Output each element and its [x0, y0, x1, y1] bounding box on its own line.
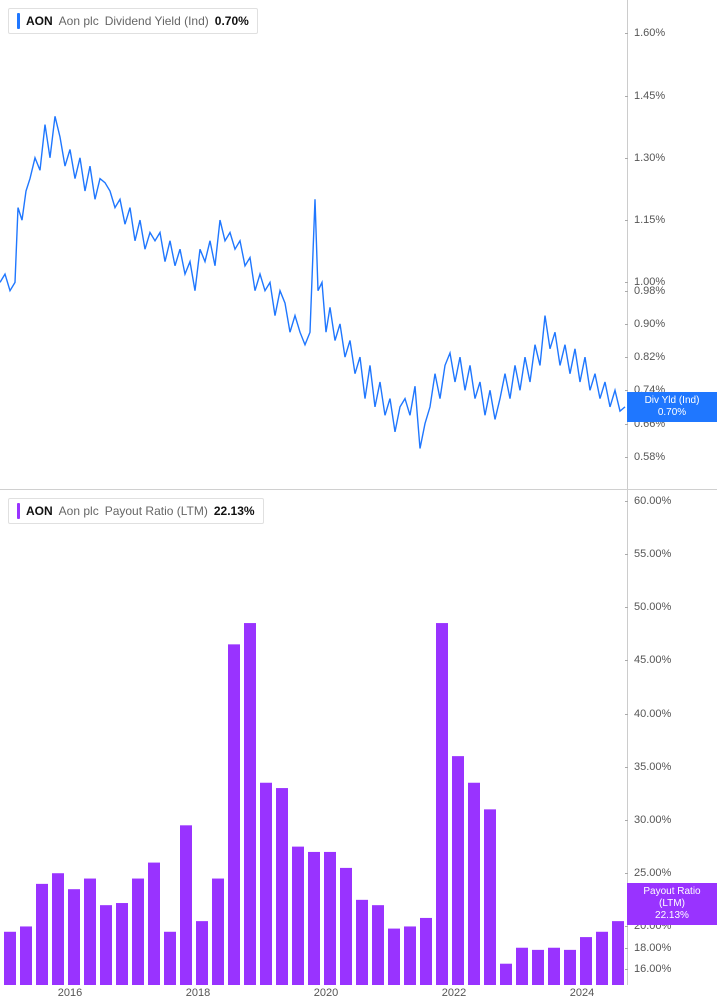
current-value-tag: Div Yld (Ind)0.70% — [627, 392, 717, 422]
legend-ticker: AON — [26, 504, 53, 518]
y-tick-label: 60.00% — [634, 495, 671, 507]
value-tag-value: 0.70% — [631, 407, 713, 419]
chart2-x-axis: 2016 2018 2020 2022 2024 — [0, 985, 627, 1005]
payout-bar — [196, 921, 208, 985]
y-tick-label: 50.00% — [634, 601, 671, 613]
payout-bar — [500, 964, 512, 985]
y-tick-label: 1.30% — [634, 152, 665, 164]
payout-bar — [228, 644, 240, 985]
chart1-y-axis: 0.58%0.66%0.74%0.82%0.90%0.98%1.00%1.15%… — [627, 0, 717, 489]
payout-bar — [260, 783, 272, 985]
payout-bar — [612, 921, 624, 985]
payout-bar — [564, 950, 576, 985]
y-tick-label: 40.00% — [634, 708, 671, 720]
payout-bar — [84, 879, 96, 985]
payout-bar — [116, 903, 128, 985]
value-tag-label: Div Yld (Ind) — [631, 395, 713, 407]
payout-bar — [308, 852, 320, 985]
payout-bar — [404, 926, 416, 985]
legend-company: Aon plc — [59, 504, 99, 518]
payout-bar — [548, 948, 560, 985]
y-tick-label: 0.58% — [634, 451, 665, 463]
payout-bar — [68, 889, 80, 985]
x-tick-label: 2016 — [58, 987, 82, 999]
payout-bar — [36, 884, 48, 985]
legend-value: 22.13% — [214, 504, 255, 518]
value-tag-value: 22.13% — [631, 910, 713, 922]
y-tick-label: 1.60% — [634, 27, 665, 39]
payout-bar — [52, 873, 64, 985]
current-value-tag: Payout Ratio (LTM)22.13% — [627, 883, 717, 925]
x-tick-label: 2020 — [314, 987, 338, 999]
y-tick-label: 16.00% — [634, 963, 671, 975]
y-tick-label: 18.00% — [634, 942, 671, 954]
payout-bar — [276, 788, 288, 985]
y-tick-label: 55.00% — [634, 548, 671, 560]
x-tick-label: 2022 — [442, 987, 466, 999]
payout-bar — [180, 825, 192, 985]
payout-bar — [324, 852, 336, 985]
payout-bar — [388, 929, 400, 985]
legend-metric: Dividend Yield (Ind) — [105, 14, 209, 28]
y-tick-label: 1.00% — [634, 276, 665, 288]
payout-bar — [132, 879, 144, 985]
value-tag-label: Payout Ratio (LTM) — [631, 886, 713, 910]
payout-bar — [516, 948, 528, 985]
payout-bar — [340, 868, 352, 985]
payout-bar — [100, 905, 112, 985]
payout-bar — [468, 783, 480, 985]
payout-bar — [212, 879, 224, 985]
chart2-legend: AON Aon plc Payout Ratio (LTM) 22.13% — [8, 498, 264, 524]
payout-ratio-chart: AON Aon plc Payout Ratio (LTM) 22.13% 16… — [0, 490, 717, 1005]
payout-bar — [436, 623, 448, 985]
legend-metric: Payout Ratio (LTM) — [105, 504, 208, 518]
x-tick-label: 2018 — [186, 987, 210, 999]
payout-bar — [452, 756, 464, 985]
chart1-plot[interactable] — [0, 0, 627, 489]
chart2-plot[interactable] — [0, 490, 627, 985]
payout-bar — [372, 905, 384, 985]
y-tick-label: 35.00% — [634, 761, 671, 773]
y-tick-label: 0.82% — [634, 351, 665, 363]
y-tick-label: 0.90% — [634, 318, 665, 330]
dividend-yield-line — [0, 116, 625, 448]
x-tick-label: 2024 — [570, 987, 594, 999]
payout-bar — [532, 950, 544, 985]
payout-bar — [4, 932, 16, 985]
y-tick-label: 45.00% — [634, 654, 671, 666]
payout-bar — [20, 926, 32, 985]
y-tick-label: 30.00% — [634, 814, 671, 826]
payout-bar — [292, 847, 304, 985]
payout-bar — [244, 623, 256, 985]
payout-bar — [420, 918, 432, 985]
y-tick-label: 25.00% — [634, 867, 671, 879]
legend-company: Aon plc — [59, 14, 99, 28]
dividend-yield-chart: AON Aon plc Dividend Yield (Ind) 0.70% 0… — [0, 0, 717, 490]
legend-color-bar — [17, 13, 20, 29]
payout-bar — [164, 932, 176, 985]
legend-ticker: AON — [26, 14, 53, 28]
payout-bar — [356, 900, 368, 985]
payout-bar — [596, 932, 608, 985]
payout-bar — [580, 937, 592, 985]
legend-color-bar — [17, 503, 20, 519]
y-tick-label: 1.45% — [634, 90, 665, 102]
legend-value: 0.70% — [215, 14, 249, 28]
payout-bar — [148, 863, 160, 985]
chart2-y-axis: 16.00%18.00%20.00%25.00%30.00%35.00%40.0… — [627, 490, 717, 985]
chart1-legend: AON Aon plc Dividend Yield (Ind) 0.70% — [8, 8, 258, 34]
payout-bar — [484, 809, 496, 985]
y-tick-label: 1.15% — [634, 214, 665, 226]
